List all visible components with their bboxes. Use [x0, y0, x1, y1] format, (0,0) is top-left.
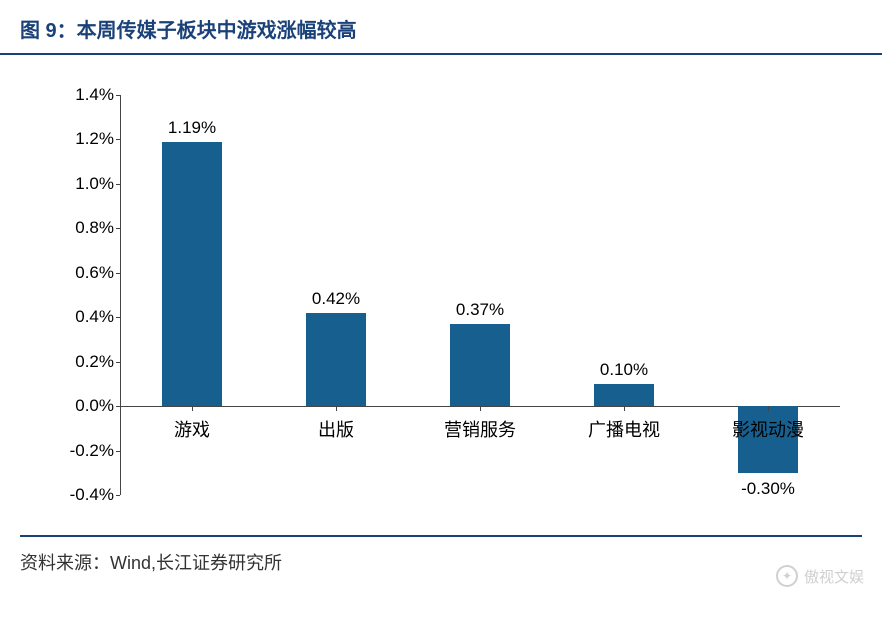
- y-tick-label: 0.4%: [75, 307, 114, 327]
- bar: [450, 324, 510, 406]
- y-tick-label: 0.0%: [75, 396, 114, 416]
- wechat-icon: ✦: [776, 565, 798, 587]
- y-tick-mark: [116, 228, 120, 229]
- y-tick-label: 0.2%: [75, 352, 114, 372]
- y-tick-mark: [116, 273, 120, 274]
- y-tick-mark: [116, 451, 120, 452]
- category-tick: [768, 406, 769, 411]
- watermark-text: 傲视文娱: [804, 566, 864, 587]
- bar: [162, 142, 222, 406]
- y-tick-label: 1.2%: [75, 129, 114, 149]
- bar-value-label: 0.10%: [600, 360, 648, 380]
- y-tick-mark: [116, 184, 120, 185]
- category-label: 出版: [318, 416, 354, 442]
- y-tick-label: 1.4%: [75, 85, 114, 105]
- bar: [594, 384, 654, 406]
- y-tick-label: -0.2%: [70, 441, 114, 461]
- category-tick: [192, 406, 193, 411]
- category-label: 影视动漫: [732, 416, 804, 442]
- bar-value-label: 1.19%: [168, 118, 216, 138]
- watermark: ✦ 傲视文娱: [776, 565, 864, 587]
- category-label: 营销服务: [444, 416, 516, 442]
- chart-area: -0.4% -0.2% 0.0% 0.2% 0.4% 0.6% 0.8% 1.0% 1.2% 1.…: [40, 85, 842, 525]
- bar-value-label: 0.42%: [312, 289, 360, 309]
- y-tick-mark: [116, 406, 120, 407]
- y-tick-mark: [116, 139, 120, 140]
- y-tick-label: -0.4%: [70, 485, 114, 505]
- y-tick-mark: [116, 495, 120, 496]
- bar-value-label: 0.37%: [456, 300, 504, 320]
- y-tick-mark: [116, 362, 120, 363]
- figure-title-bar: 图 9：本周传媒子板块中游戏涨幅较高: [0, 0, 882, 55]
- category-tick: [336, 406, 337, 411]
- category-label: 广播电视: [588, 416, 660, 442]
- category-tick: [624, 406, 625, 411]
- category-label: 游戏: [174, 416, 210, 442]
- y-tick-label: 1.0%: [75, 174, 114, 194]
- y-tick-label: 0.8%: [75, 218, 114, 238]
- figure-title: 图 9：本周传媒子板块中游戏涨幅较高: [20, 20, 357, 42]
- bar-value-label: -0.30%: [741, 479, 795, 499]
- bar: [306, 313, 366, 406]
- y-tick-mark: [116, 317, 120, 318]
- category-tick: [480, 406, 481, 411]
- source-line: 资料来源：Wind,长江证券研究所: [0, 537, 882, 575]
- y-tick-mark: [116, 95, 120, 96]
- y-tick-label: 0.6%: [75, 263, 114, 283]
